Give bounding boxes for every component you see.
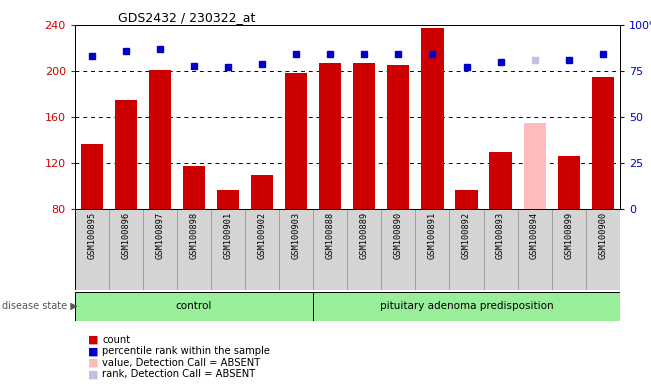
Text: GSM100894: GSM100894 (530, 212, 539, 259)
Bar (75, 209, 109, 290)
Text: GSM100903: GSM100903 (292, 212, 301, 259)
Bar (523, 123, 546, 209)
Bar (245, 209, 279, 290)
Bar (285, 73, 307, 209)
Text: ■: ■ (88, 335, 98, 345)
Text: GSM100899: GSM100899 (564, 212, 573, 259)
Text: value, Detection Call = ABSENT: value, Detection Call = ABSENT (102, 358, 260, 368)
Text: pituitary adenoma predisposition: pituitary adenoma predisposition (380, 301, 553, 311)
Bar (217, 190, 239, 209)
Bar (313, 209, 347, 290)
Bar (313, 292, 620, 321)
Text: GSM100895: GSM100895 (87, 212, 96, 259)
Text: GSM100891: GSM100891 (428, 212, 437, 259)
Bar (319, 63, 341, 209)
Text: count: count (102, 335, 130, 345)
Bar (81, 144, 103, 209)
Text: GSM100901: GSM100901 (223, 212, 232, 259)
Text: ■: ■ (88, 358, 98, 368)
Text: GSM100896: GSM100896 (122, 212, 130, 259)
Text: GSM100900: GSM100900 (598, 212, 607, 259)
Text: rank, Detection Call = ABSENT: rank, Detection Call = ABSENT (102, 369, 255, 379)
Bar (518, 209, 551, 290)
Text: ■: ■ (88, 369, 98, 379)
Text: GSM100889: GSM100889 (360, 212, 369, 259)
Text: ■: ■ (88, 346, 98, 356)
Text: GSM100888: GSM100888 (326, 212, 335, 259)
Bar (115, 100, 137, 209)
Bar (449, 209, 484, 290)
Text: GSM100890: GSM100890 (394, 212, 403, 259)
Text: control: control (176, 301, 212, 311)
Text: GSM100893: GSM100893 (496, 212, 505, 259)
Bar (415, 209, 449, 290)
Bar (456, 190, 478, 209)
Text: GSM100897: GSM100897 (156, 212, 165, 259)
Text: GDS2432 / 230322_at: GDS2432 / 230322_at (118, 11, 256, 24)
Bar (592, 77, 614, 209)
Bar (381, 209, 415, 290)
Text: GSM100902: GSM100902 (258, 212, 267, 259)
Bar (484, 209, 518, 290)
Bar (211, 209, 245, 290)
Bar (551, 209, 586, 290)
Text: GSM100898: GSM100898 (189, 212, 199, 259)
Text: percentile rank within the sample: percentile rank within the sample (102, 346, 270, 356)
Bar (348, 209, 381, 290)
Bar (109, 209, 143, 290)
Bar (490, 152, 512, 209)
Bar (75, 292, 313, 321)
Bar (387, 65, 409, 209)
Bar (177, 209, 211, 290)
Bar (143, 209, 177, 290)
Text: disease state ▶: disease state ▶ (2, 301, 77, 311)
Text: GSM100892: GSM100892 (462, 212, 471, 259)
Bar (251, 175, 273, 209)
Bar (279, 209, 313, 290)
Bar (353, 63, 376, 209)
Bar (149, 70, 171, 209)
Bar (421, 28, 443, 209)
Bar (558, 156, 580, 209)
Bar (586, 209, 620, 290)
Bar (183, 166, 205, 209)
